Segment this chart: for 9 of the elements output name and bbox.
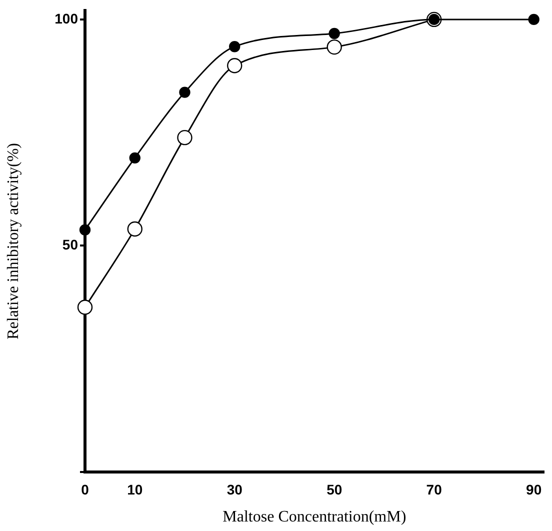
x-tick-label: 30 [226,481,243,498]
x-axis-title: Maltose Concentration(mM) [222,508,406,526]
x-tick-label: 50 [326,481,342,498]
y-tick-label: 100 [54,10,78,26]
x-tick-label: 70 [426,481,442,498]
x-tick-label: 0 [81,481,90,498]
x-tick-label: 90 [526,481,542,498]
x-tick-label: 10 [127,481,143,498]
y-axis-title: Relative inhibitory activity(%) [4,143,22,340]
